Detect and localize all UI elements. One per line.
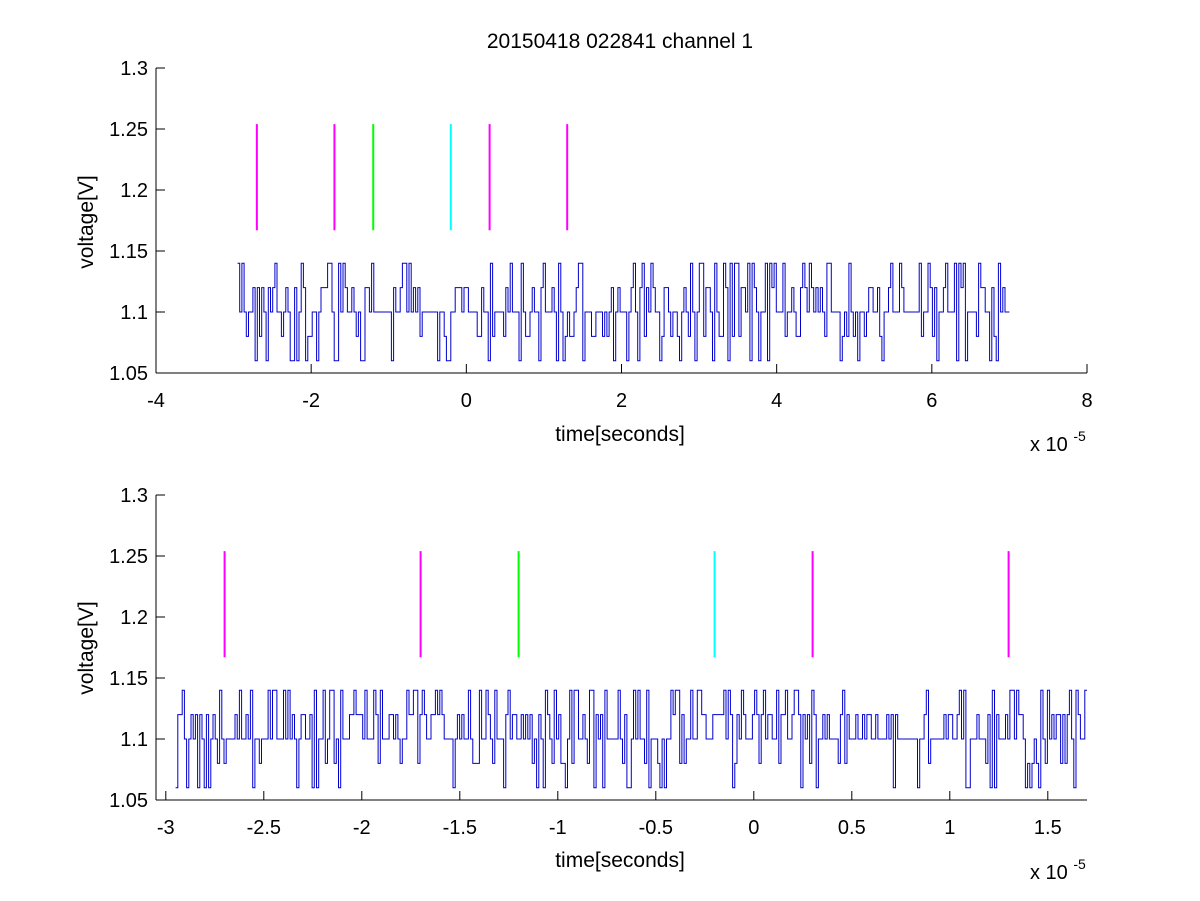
top-x-tick-label: 8	[1081, 390, 1092, 412]
top-y-tick-label: 1.3	[120, 58, 148, 80]
bottom-y-tick-label: 1.1	[120, 729, 148, 751]
top-x-multiplier-base: x 10	[1030, 434, 1068, 456]
bottom-x-multiplier-base: x 10	[1030, 862, 1068, 884]
top-x-tick-label: -2	[302, 390, 320, 412]
bottom-xlabel: time[seconds]	[555, 849, 685, 872]
bottom-y-tick-label: 1.2	[120, 607, 148, 629]
axes-bottom: time[seconds] voltage[V] x 10 -5 -3 -2.5 -…	[75, 485, 1087, 884]
top-x-tick-label: 0	[461, 390, 472, 412]
bottom-ylabel: voltage[V]	[75, 601, 98, 694]
top-y-tick-label: 1.05	[109, 363, 148, 385]
bottom-x-tick-label: -0.5	[639, 817, 673, 839]
bottom-x-tick-label: -1	[549, 817, 567, 839]
top-y-tick-label: 1.25	[109, 119, 148, 141]
axes-top: time[seconds] voltage[V] x 10 -5 -4 -2 0 2 4…	[75, 58, 1093, 456]
top-voltage-trace	[237, 262, 1010, 362]
top-x-tick-label: 4	[771, 390, 782, 412]
bottom-x-tick-label: 0.5	[838, 817, 866, 839]
figure-title: 20150418 022841 channel 1	[487, 30, 753, 53]
top-x-multiplier-exp: -5	[1073, 428, 1086, 444]
top-x-tick-label: 2	[616, 390, 627, 412]
top-y-tick-label: 1.15	[109, 241, 148, 263]
bottom-x-tick-label: -2.5	[247, 817, 281, 839]
top-ylabel: voltage[V]	[75, 175, 98, 268]
bottom-x-tick-label: 1	[944, 817, 955, 839]
top-x-tick-label: -4	[147, 390, 165, 412]
bottom-x-tick-label: -2	[353, 817, 371, 839]
top-x-multiplier: x 10 -5	[1030, 428, 1086, 456]
bottom-x-multiplier-exp: -5	[1073, 856, 1086, 872]
bottom-y-tick-label: 1.15	[109, 668, 148, 690]
bottom-y-tick-label: 1.25	[109, 546, 148, 568]
bottom-x-tick-label: -1.5	[443, 817, 477, 839]
bottom-x-tick-label: -3	[157, 817, 175, 839]
top-y-tick-label: 1.1	[120, 302, 148, 324]
bottom-x-tick-label: 0	[748, 817, 759, 839]
top-xlabel: time[seconds]	[555, 423, 685, 446]
bottom-voltage-trace	[175, 689, 1087, 789]
top-x-tick-label: 6	[926, 390, 937, 412]
bottom-y-tick-label: 1.3	[120, 485, 148, 507]
bottom-x-multiplier: x 10 -5	[1030, 856, 1086, 884]
bottom-y-tick-label: 1.05	[109, 790, 148, 812]
bottom-x-tick-label: 1.5	[1034, 817, 1062, 839]
top-y-tick-label: 1.2	[120, 180, 148, 202]
